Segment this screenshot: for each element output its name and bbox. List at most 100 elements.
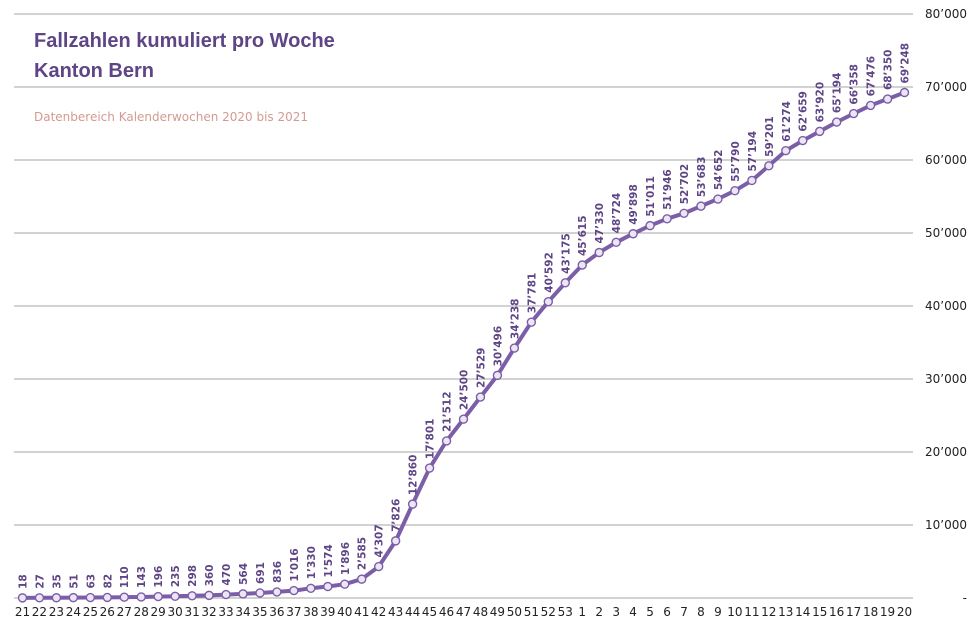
data-label: 54’652 bbox=[713, 150, 725, 191]
data-label: 67’476 bbox=[866, 56, 878, 97]
data-label: 43’175 bbox=[560, 233, 572, 274]
data-point bbox=[594, 247, 604, 258]
data-label: 51 bbox=[68, 574, 80, 589]
data-label: 7’826 bbox=[391, 499, 403, 532]
data-point bbox=[492, 370, 503, 381]
data-label: 34’238 bbox=[509, 299, 521, 340]
x-tick-label: 23 bbox=[49, 605, 64, 619]
data-label: 2’585 bbox=[357, 537, 369, 570]
x-tick-label: 38 bbox=[303, 605, 318, 619]
x-tick-label: 12 bbox=[761, 605, 776, 619]
data-point bbox=[577, 260, 587, 270]
data-point bbox=[424, 463, 435, 473]
x-tick-label: 21 bbox=[15, 605, 30, 619]
data-point bbox=[51, 593, 62, 603]
data-label: 1’330 bbox=[306, 546, 318, 579]
data-label: 27 bbox=[34, 574, 46, 589]
x-tick-label: 11 bbox=[744, 605, 759, 619]
data-label: 196 bbox=[153, 566, 165, 588]
data-label: 57’194 bbox=[747, 131, 759, 172]
x-tick-label: 52 bbox=[541, 605, 556, 619]
x-tick-label: 9 bbox=[714, 605, 722, 619]
data-label: 82 bbox=[102, 574, 114, 589]
data-label: 63 bbox=[85, 574, 97, 589]
x-tick-label: 18 bbox=[863, 605, 878, 619]
y-tick-label: - bbox=[963, 591, 967, 605]
data-label: 68’350 bbox=[883, 50, 895, 91]
data-point bbox=[306, 583, 316, 593]
data-label: 55’790 bbox=[730, 141, 742, 182]
x-tick-label: 51 bbox=[524, 605, 539, 619]
data-point bbox=[611, 237, 621, 248]
x-tick-label: 53 bbox=[558, 605, 573, 619]
data-label: 65’194 bbox=[832, 73, 844, 114]
data-point bbox=[68, 592, 79, 603]
x-tick-label: 5 bbox=[646, 605, 654, 619]
x-tick-label: 3 bbox=[612, 605, 620, 619]
data-point bbox=[441, 436, 452, 446]
data-point bbox=[882, 94, 893, 104]
data-label: 1’016 bbox=[289, 548, 301, 581]
data-label: 49’898 bbox=[628, 184, 640, 225]
data-point bbox=[865, 100, 876, 111]
data-point bbox=[153, 591, 163, 602]
data-point bbox=[373, 561, 384, 572]
data-point bbox=[458, 414, 469, 424]
x-tick-label: 6 bbox=[663, 605, 671, 619]
x-tick-label: 2 bbox=[595, 605, 603, 619]
x-tick-label: 20 bbox=[897, 605, 912, 619]
data-label: 235 bbox=[170, 565, 182, 587]
data-point bbox=[187, 591, 197, 601]
y-tick-label: 30’000 bbox=[925, 372, 967, 386]
x-tick-label: 32 bbox=[201, 605, 216, 619]
data-point bbox=[85, 592, 96, 603]
x-tick-label: 31 bbox=[184, 605, 199, 619]
data-label: 40’592 bbox=[543, 252, 555, 293]
data-point bbox=[560, 278, 570, 288]
data-label: 143 bbox=[136, 566, 148, 588]
data-point bbox=[781, 145, 791, 156]
x-tick-label: 8 bbox=[697, 605, 705, 619]
data-label: 298 bbox=[187, 565, 199, 587]
data-label: 27’529 bbox=[475, 348, 487, 389]
data-point bbox=[238, 589, 248, 599]
data-point bbox=[798, 135, 808, 146]
data-point bbox=[255, 588, 265, 598]
data-label: 47’330 bbox=[594, 203, 606, 244]
y-tick-label: 80’000 bbox=[925, 7, 967, 21]
data-label: 1’574 bbox=[323, 544, 335, 577]
x-tick-label: 37 bbox=[286, 605, 301, 619]
data-point bbox=[764, 161, 774, 171]
data-label: 37’781 bbox=[526, 273, 538, 314]
data-point bbox=[696, 201, 706, 211]
data-label: 836 bbox=[272, 561, 284, 583]
x-tick-label: 14 bbox=[795, 605, 810, 619]
data-point bbox=[272, 587, 282, 597]
data-label: 62’659 bbox=[798, 91, 810, 132]
x-tick-label: 47 bbox=[456, 605, 471, 619]
data-point bbox=[831, 117, 842, 127]
data-point bbox=[662, 214, 672, 224]
x-tick-label: 26 bbox=[100, 605, 115, 619]
data-label: 564 bbox=[238, 563, 250, 585]
x-tick-label: 4 bbox=[629, 605, 637, 619]
data-label: 17’801 bbox=[425, 419, 437, 460]
x-tick-label: 36 bbox=[269, 605, 284, 619]
data-point bbox=[170, 591, 180, 601]
data-point bbox=[645, 220, 655, 231]
x-tick-label: 10 bbox=[727, 605, 742, 619]
x-tick-label: 41 bbox=[354, 605, 369, 619]
data-point bbox=[34, 593, 45, 603]
chart-title: Fallzahlen kumuliert pro Woche bbox=[34, 30, 335, 52]
data-label: 18 bbox=[17, 574, 29, 589]
data-point bbox=[815, 126, 825, 137]
x-tick-label: 43 bbox=[388, 605, 403, 619]
y-tick-label: 50’000 bbox=[925, 226, 967, 240]
data-label: 61’274 bbox=[781, 101, 793, 142]
data-point bbox=[136, 592, 146, 602]
chart-note: Datenbereich Kalenderwochen 2020 bis 202… bbox=[34, 110, 309, 124]
x-tick-label: 44 bbox=[405, 605, 420, 619]
x-tick-label: 1 bbox=[578, 605, 586, 619]
x-tick-label: 15 bbox=[812, 605, 827, 619]
